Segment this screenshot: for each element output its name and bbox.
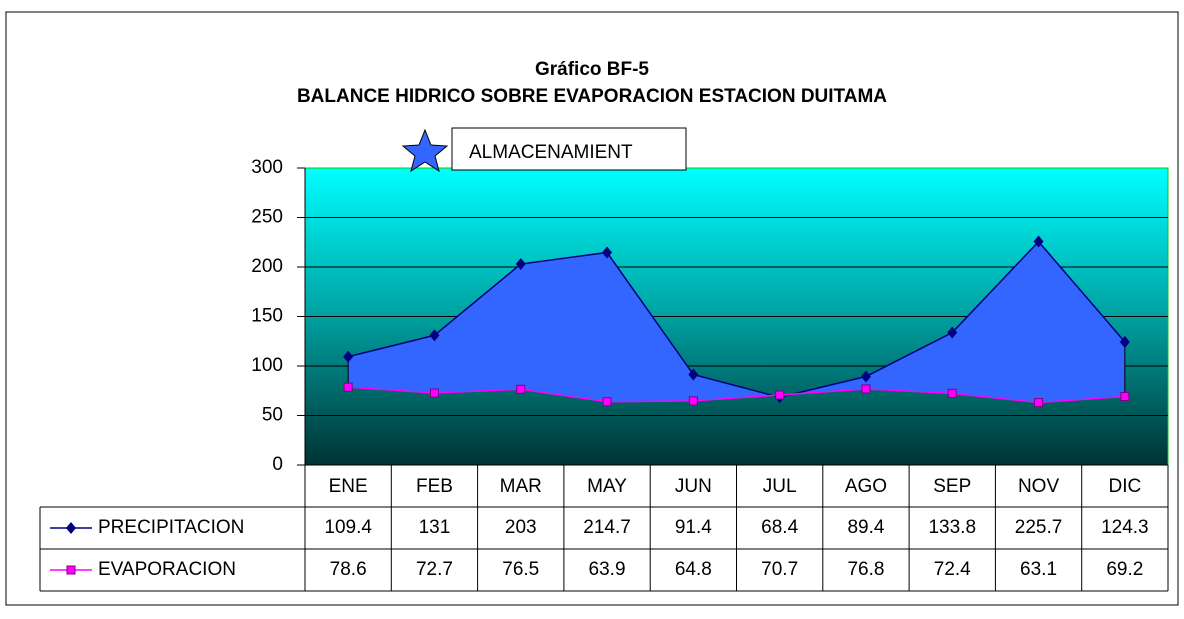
table-value: 124.3: [1101, 517, 1149, 538]
x-tick-label: NOV: [1018, 476, 1060, 497]
table-value: 63.9: [589, 559, 626, 580]
marker: [775, 390, 785, 400]
y-tick-label: 100: [251, 355, 283, 376]
y-tick-label: 250: [251, 207, 283, 228]
marker: [515, 258, 526, 271]
marker: [947, 388, 957, 398]
legend-star: [401, 128, 449, 173]
table-value: 131: [419, 517, 451, 538]
marker: [1120, 391, 1130, 401]
table-value: 78.6: [330, 559, 367, 580]
y-tick-label: 200: [251, 256, 283, 277]
marker: [429, 388, 439, 398]
marker: [861, 384, 871, 394]
table-value: 69.2: [1106, 559, 1143, 580]
table-value: 203: [505, 517, 537, 538]
table-value: 76.5: [502, 559, 539, 580]
table-value: 89.4: [847, 517, 884, 538]
legend-label: EVAPORACION: [98, 559, 236, 580]
x-tick-label: SEP: [933, 476, 971, 497]
table-value: 225.7: [1015, 517, 1063, 538]
marker: [602, 397, 612, 407]
table-value: 72.7: [416, 559, 453, 580]
table-value: 91.4: [675, 517, 712, 538]
marker: [429, 329, 440, 342]
legend-marker: [66, 565, 76, 575]
table-value: 63.1: [1020, 559, 1057, 580]
y-tick-label: 150: [251, 306, 283, 327]
table-value: 76.8: [847, 559, 884, 580]
legend-box: [451, 127, 687, 171]
table-value: 214.7: [583, 517, 631, 538]
marker: [343, 350, 354, 363]
table-value: 64.8: [675, 559, 712, 580]
table-value: 70.7: [761, 559, 798, 580]
y-tick-label: 300: [251, 157, 283, 178]
legend-marker: [66, 522, 76, 534]
marker: [947, 326, 958, 339]
marker: [860, 370, 871, 383]
series-line: [347, 240, 1126, 399]
y-tick-label: 0: [272, 454, 283, 475]
chart-title: Gráfico BF-5: [535, 59, 649, 80]
legend-label: PRECIPITACION: [98, 517, 244, 538]
x-tick-label: MAR: [500, 476, 542, 497]
y-tick-label: 50: [262, 405, 283, 426]
table-value: 109.4: [324, 517, 372, 538]
marker: [343, 382, 353, 392]
x-tick-label: MAY: [587, 476, 627, 497]
legend-label: ALMACENAMIENT: [469, 142, 633, 163]
series-line: [348, 386, 1125, 404]
marker: [1119, 335, 1130, 348]
marker: [602, 246, 613, 259]
table-value: 68.4: [761, 517, 798, 538]
x-tick-label: FEB: [416, 476, 453, 497]
marker: [688, 396, 698, 406]
chart-subtitle: BALANCE HIDRICO SOBRE EVAPORACION ESTACI…: [297, 86, 887, 107]
marker: [1033, 235, 1044, 248]
marker: [516, 384, 526, 394]
x-tick-label: JUL: [763, 476, 797, 497]
table-value: 72.4: [934, 559, 971, 580]
marker: [1034, 398, 1044, 408]
table-value: 133.8: [928, 517, 976, 538]
marker: [688, 368, 699, 381]
x-tick-label: DIC: [1108, 476, 1141, 497]
x-tick-label: AGO: [845, 476, 887, 497]
x-tick-label: ENE: [329, 476, 368, 497]
x-tick-label: JUN: [675, 476, 712, 497]
